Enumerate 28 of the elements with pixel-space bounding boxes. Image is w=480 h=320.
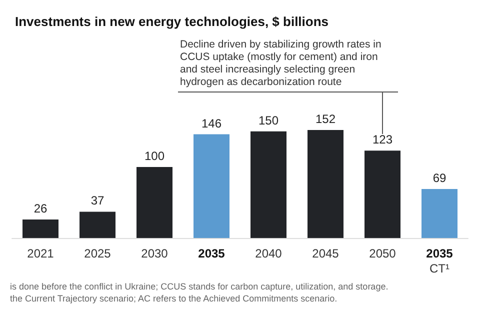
text: the Current Trajectory scenario; AC refers to the Achieved Commitments scenario.	[10, 294, 338, 304]
bar	[22, 220, 58, 238]
bar	[422, 188, 458, 238]
x-tick-label: 2040	[255, 246, 282, 260]
chart-title: Investments in new energy technologies, $ billions	[15, 14, 329, 29]
text: Decline driven by stabilizing growth rates in CCUS uptake (mostly for cement) and iron and steel increasingly selecting green hydrogen as decarbonization route	[180, 38, 384, 88]
bar	[364, 150, 400, 238]
data-label: 146	[201, 116, 222, 130]
x-tick-label: 2045	[312, 246, 340, 260]
x-tick-label: 2035 CT¹	[426, 246, 454, 276]
x-tick-label: 2025	[84, 246, 112, 260]
data-label: 152	[315, 112, 336, 126]
data-label: 150	[258, 113, 279, 128]
data-label: 37	[90, 194, 104, 208]
x-tick-label: 2030	[141, 246, 168, 260]
bar	[194, 134, 230, 238]
bar	[136, 166, 172, 238]
x-tick-label: 2035	[198, 246, 226, 260]
data-label: 123	[372, 132, 393, 147]
text: is done before the conflict in Ukraine; CCUS stands for carbon capture, utilization, and storage.	[10, 282, 388, 292]
bar	[80, 212, 116, 238]
data-label: 69	[432, 170, 446, 185]
data-label: 26	[34, 202, 48, 216]
x-tick-label: 2021	[27, 246, 54, 260]
x-tick-label: 2050	[369, 246, 396, 260]
data-label: 100	[144, 148, 165, 163]
bar	[308, 130, 344, 238]
bar	[250, 131, 286, 238]
